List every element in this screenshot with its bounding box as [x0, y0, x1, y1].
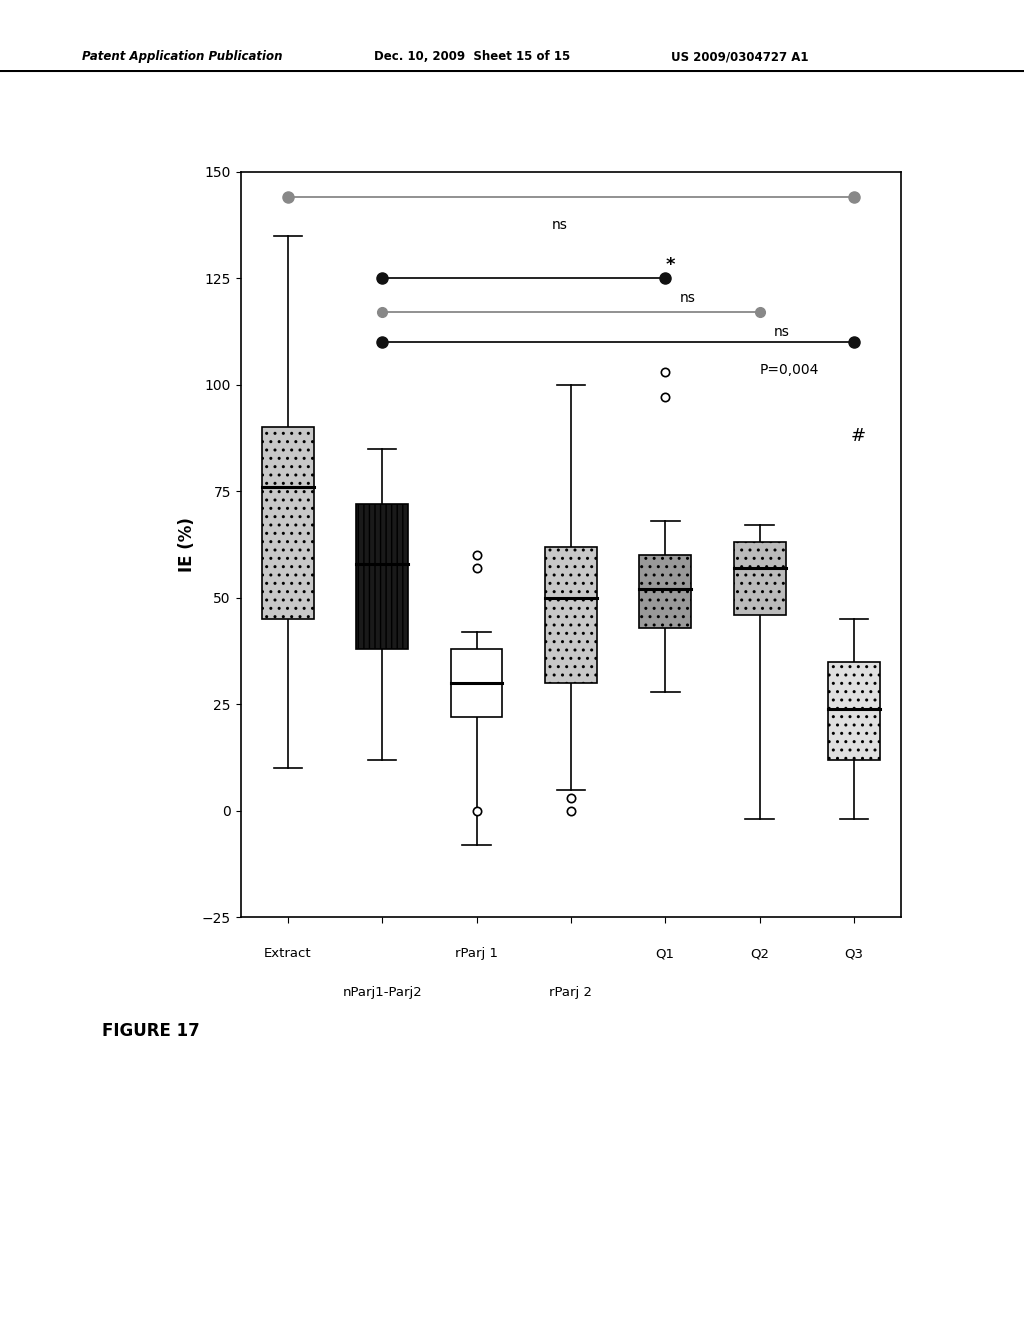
Bar: [733, 543, 785, 615]
Text: ns: ns: [552, 219, 568, 232]
Text: ns: ns: [679, 290, 695, 305]
Text: Dec. 10, 2009  Sheet 15 of 15: Dec. 10, 2009 Sheet 15 of 15: [374, 50, 570, 63]
Text: Q2: Q2: [751, 948, 769, 960]
Text: P=0,004: P=0,004: [760, 363, 819, 378]
Bar: [828, 661, 880, 760]
Text: rParj 1: rParj 1: [455, 948, 498, 960]
Text: ns: ns: [774, 325, 790, 339]
Bar: [356, 504, 409, 649]
Text: FIGURE 17: FIGURE 17: [102, 1022, 200, 1040]
Text: nParj1-Parj2: nParj1-Parj2: [342, 986, 422, 999]
Bar: [451, 649, 503, 717]
Bar: [262, 428, 313, 619]
Y-axis label: IE (%): IE (%): [178, 517, 197, 572]
Text: Extract: Extract: [264, 948, 311, 960]
Text: Patent Application Publication: Patent Application Publication: [82, 50, 283, 63]
Text: #: #: [851, 426, 866, 445]
Text: US 2009/0304727 A1: US 2009/0304727 A1: [671, 50, 808, 63]
Text: Q3: Q3: [845, 948, 863, 960]
Text: *: *: [666, 256, 675, 275]
Bar: [545, 546, 597, 682]
Text: Q1: Q1: [655, 948, 675, 960]
Bar: [639, 556, 691, 627]
Text: rParj 2: rParj 2: [550, 986, 592, 999]
